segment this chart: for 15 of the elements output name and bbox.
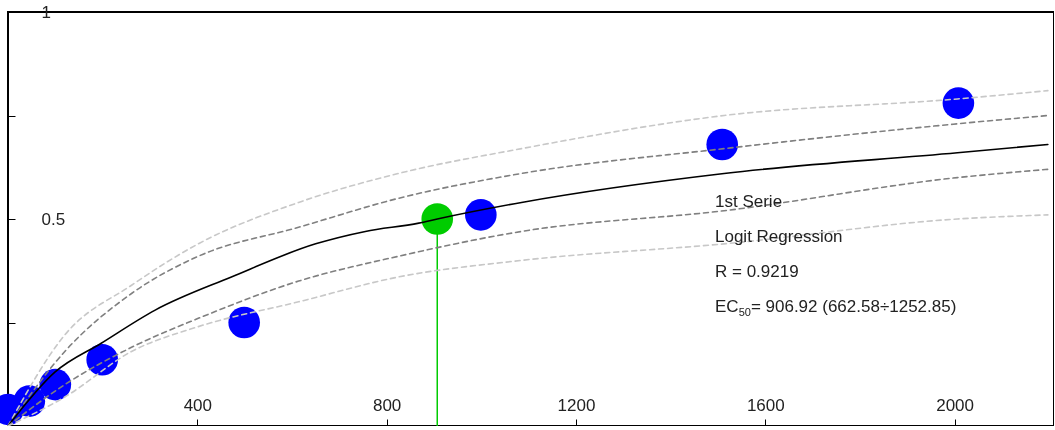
point [228, 306, 260, 339]
point [942, 87, 975, 119]
x-tick-label: 800 [372, 395, 402, 415]
point [421, 203, 454, 235]
x-tick-label: 400 [183, 395, 213, 415]
x-tick-label: 2000 [936, 395, 975, 415]
annotation: 1st Serie [715, 191, 784, 213]
annotation: Logit Regression [715, 226, 844, 248]
y-tick-label: 0.5 [41, 209, 66, 229]
annotation: EC$_{50}$= 906.92 (662.58÷1252.85) [715, 296, 957, 321]
annotation: R = 0.9219 [715, 261, 800, 283]
x-tick-label: 1600 [746, 395, 785, 415]
point [465, 199, 497, 231]
point [706, 128, 739, 161]
x-tick-label: 1200 [557, 395, 596, 415]
